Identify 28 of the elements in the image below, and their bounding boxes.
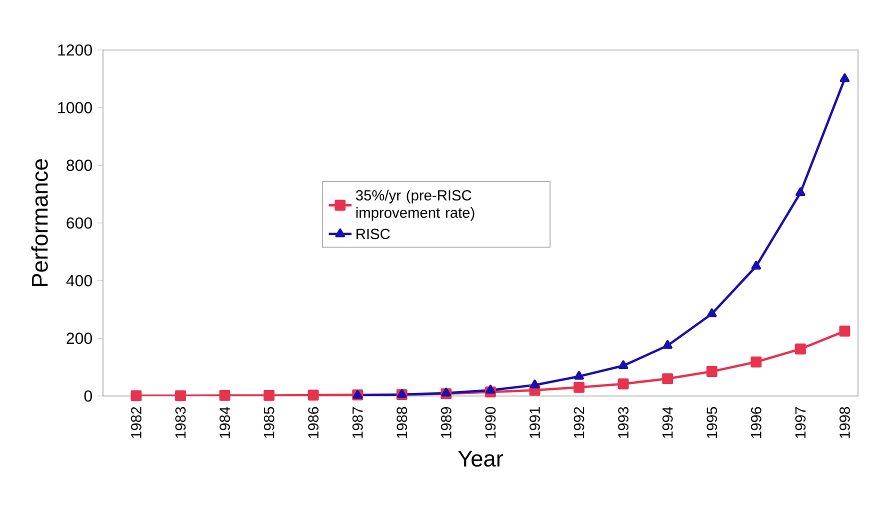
x-tick-label: 1996 <box>750 407 762 438</box>
legend-label: RISC <box>356 228 390 240</box>
x-tick-label: 1987 <box>352 407 363 438</box>
y-tick-label: 400 <box>66 275 92 286</box>
y-tick-label: 800 <box>66 160 92 171</box>
x-tick-label: 1995 <box>706 407 718 438</box>
x-tick-label: 1998 <box>840 407 850 438</box>
y-tick-label: 600 <box>66 217 92 229</box>
x-tick-label: 1985 <box>264 407 274 438</box>
x-tick-label: 1989 <box>441 407 452 438</box>
x-tick-label: 1993 <box>618 407 629 438</box>
x-tick-label: 1990 <box>485 407 496 438</box>
x-tick-label: 1984 <box>220 406 230 438</box>
x-tick-label: 1997 <box>795 407 806 438</box>
y-tick-label: 1200 <box>58 44 92 56</box>
x-tick-label: 1992 <box>574 407 584 438</box>
x-tick-label: 1986 <box>308 407 319 438</box>
legend-label: 35%/yr (pre-RISC improvement rate) <box>356 190 474 221</box>
x-tick-label: 1991 <box>530 407 540 438</box>
x-tick-label: 1994 <box>662 406 673 438</box>
x-tick-label: 1983 <box>175 407 186 438</box>
y-tick-label: 0 <box>84 390 92 402</box>
x-tick-label: 1988 <box>396 407 408 438</box>
y-tick-label: 200 <box>66 332 92 344</box>
x-tick-label: 1982 <box>131 407 142 438</box>
y-axis-title: Performance <box>31 159 48 286</box>
x-axis-title: Year <box>458 450 504 467</box>
y-tick-label: 1000 <box>58 102 92 114</box>
